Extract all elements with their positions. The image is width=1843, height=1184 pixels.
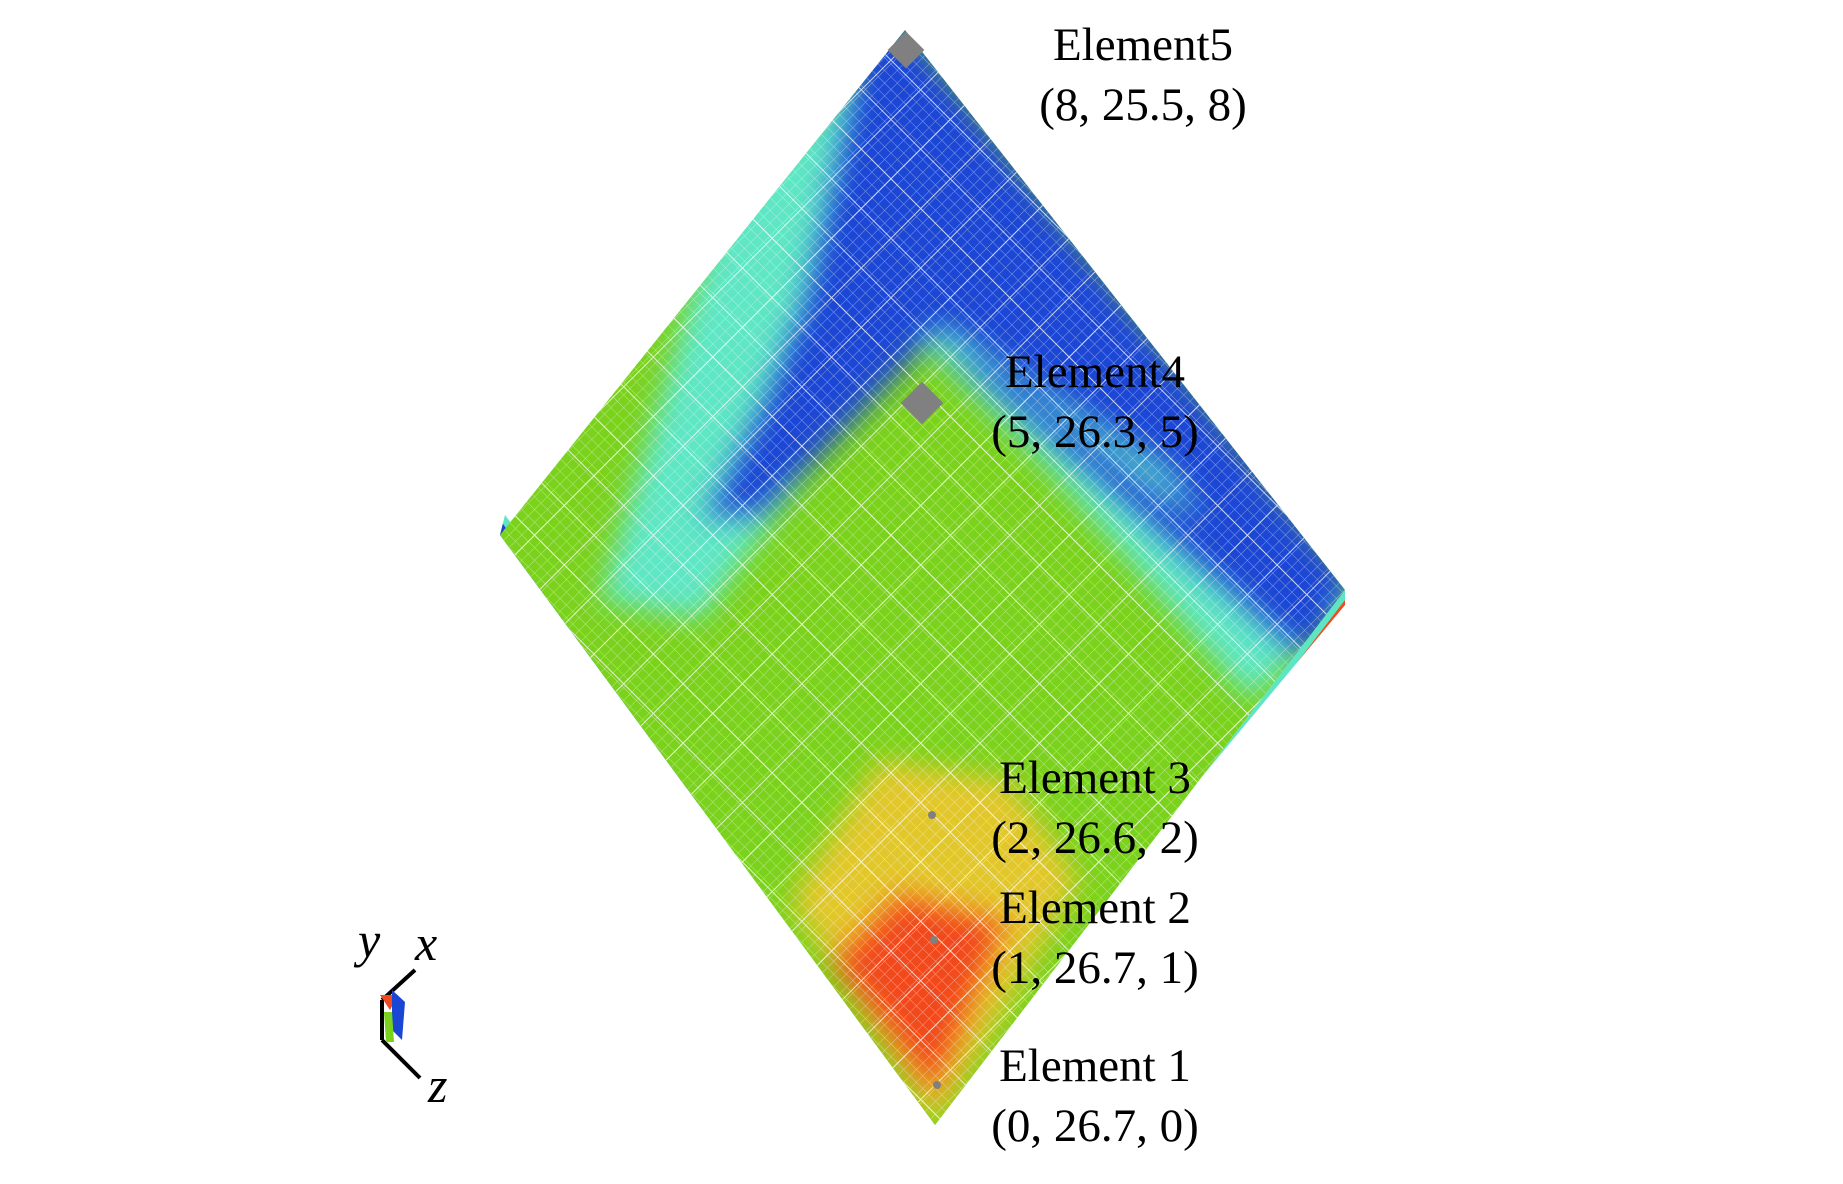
element3-name: Element 3 [999, 752, 1191, 804]
element3-marker [928, 811, 936, 819]
element5-name: Element5 [1052, 19, 1234, 71]
element1-name: Element 1 [999, 1040, 1191, 1092]
element1-coords: (0, 26.7, 0) [991, 1100, 1199, 1152]
slab-top-face [500, 30, 1345, 1125]
axis-x-label: x [415, 915, 438, 971]
element4-coords: (5, 26.3, 5) [991, 406, 1199, 458]
element5-label: Element5 (8, 25.5, 8) [1039, 15, 1247, 135]
element1-marker [933, 1081, 941, 1089]
element2-marker [930, 936, 938, 944]
element5-marker [887, 31, 925, 69]
element5-coords: (8, 25.5, 8) [1039, 79, 1247, 131]
element2-coords: (1, 26.7, 1) [991, 942, 1199, 994]
axis-z-label: z [428, 1057, 448, 1113]
element2-label: Element 2 (1, 26.7, 1) [991, 878, 1199, 998]
element3-label: Element 3 (2, 26.6, 2) [991, 748, 1199, 868]
element2-name: Element 2 [999, 882, 1191, 934]
axis-triad-icon [380, 968, 422, 1080]
element1-label: Element 1 (0, 26.7, 0) [991, 1036, 1199, 1156]
element3-coords: (2, 26.6, 2) [991, 812, 1199, 864]
axis-y-label: y [358, 912, 381, 968]
element4-label: Element4 (5, 26.3, 5) [991, 342, 1199, 462]
element4-name: Element4 [1004, 346, 1186, 398]
